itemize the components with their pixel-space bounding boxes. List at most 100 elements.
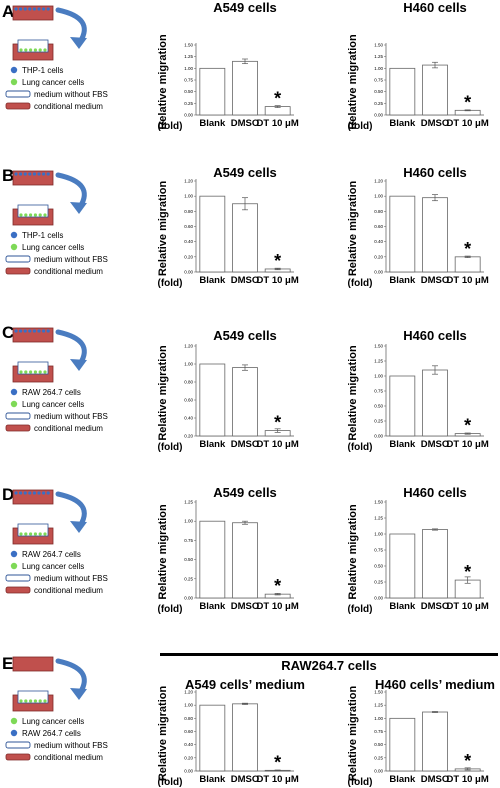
x-tick-label: DMSO xyxy=(231,118,260,129)
curved-arrow-head xyxy=(70,521,87,533)
legend-label-3: medium without FBS xyxy=(34,574,108,583)
y-tick-label: 1.20 xyxy=(184,690,193,695)
upper-well-cell-dot xyxy=(19,329,23,333)
y-tick-label: 0.50 xyxy=(374,742,383,747)
y-tick-label: 0.60 xyxy=(184,729,193,734)
legend-label-1: RAW 264.7 cells xyxy=(22,550,81,559)
bar-1 xyxy=(389,67,416,116)
legend-conditional-swatch xyxy=(5,267,31,275)
bar-2 xyxy=(422,711,448,772)
y-tick-label: 1.00 xyxy=(184,703,193,708)
chart-3: A549 cells Relative migration(fold)0.00 0.… xyxy=(157,165,299,289)
insert-cell-dot xyxy=(19,213,23,217)
insert-cell-dot xyxy=(33,532,38,536)
bar-2 xyxy=(422,369,448,437)
y-tick-label: 0.25 xyxy=(374,101,383,106)
panel-letter-b: B xyxy=(2,166,15,185)
legend-dot-2 xyxy=(10,400,18,408)
bar-2 xyxy=(232,703,258,772)
bar-2 xyxy=(422,529,448,599)
upper-well-cell-dot xyxy=(37,329,41,333)
chart-1: A549 cells Relative migration(fold)0.00 0.… xyxy=(157,0,299,132)
legend-dot-2 xyxy=(10,729,18,737)
x-tick-label: DT 10 μM xyxy=(447,275,489,286)
x-tick-label: DT 10 μM xyxy=(257,118,299,129)
y-tick-label: 0.75 xyxy=(374,548,383,553)
y-axis-unit: (fold) xyxy=(158,121,183,132)
legend-label-3: medium without FBS xyxy=(34,255,108,264)
insert-cell-dot xyxy=(24,213,28,217)
insert-cell-dot xyxy=(19,699,23,703)
y-tick-label: 1.00 xyxy=(374,66,383,71)
upper-well-cell-dot xyxy=(14,172,18,176)
legend-label-2: Lung cancer cells xyxy=(22,78,84,87)
y-tick-label: 0.25 xyxy=(184,101,193,106)
x-tick-label: DMSO xyxy=(421,439,450,450)
x-tick-label: DMSO xyxy=(421,118,450,129)
significance-star: * xyxy=(464,416,471,436)
x-tick-label: Blank xyxy=(389,774,416,785)
insert-cell-dot xyxy=(43,213,47,217)
upper-well-cell-dot xyxy=(19,172,23,176)
chart-title: A549 cells’ medium xyxy=(185,677,305,692)
x-tick-label: DT 10 μM xyxy=(447,118,489,129)
upper-well-cell-dot xyxy=(46,172,50,176)
curved-arrow-head xyxy=(70,202,87,214)
legend-conditional-swatch xyxy=(5,424,31,432)
y-tick-label: 0.75 xyxy=(184,538,193,543)
y-tick-label: 0.40 xyxy=(184,239,193,244)
y-tick-label: 0.50 xyxy=(374,404,383,409)
bar-2 xyxy=(232,367,258,437)
y-axis-label: Relative migration xyxy=(347,34,359,130)
upper-well-cell-dot xyxy=(42,172,46,176)
y-tick-label: 1.50 xyxy=(374,43,383,48)
upper-well-cell-dot xyxy=(19,491,23,495)
legend-label-2: Lung cancer cells xyxy=(22,400,84,409)
legend-label-4: conditional medium xyxy=(34,102,103,111)
y-tick-label: 0.00 xyxy=(184,596,193,601)
insert-cell-dot xyxy=(24,532,28,536)
insert-cell-dot xyxy=(19,532,23,536)
legend-label-4: conditional medium xyxy=(34,586,103,595)
upper-well-cell-dot xyxy=(19,7,23,11)
schematic-panel-e: Lung cancer cells RAW 264.7 cells medium w… xyxy=(5,656,108,762)
upper-well-cell-dot xyxy=(28,491,32,495)
y-tick-label: 1.50 xyxy=(374,690,383,695)
y-tick-label: 1.00 xyxy=(184,362,193,367)
x-tick-label: Blank xyxy=(199,601,226,612)
chart-title: H460 cells xyxy=(403,328,467,343)
bar-1 xyxy=(389,533,416,599)
chart-10: H460 cells’ medium Relative migration(fol… xyxy=(347,677,495,788)
x-tick-label: Blank xyxy=(199,774,226,785)
y-tick-label: 0.50 xyxy=(374,89,383,94)
y-axis-label: Relative migration xyxy=(157,345,169,441)
bar-2 xyxy=(232,522,258,599)
insert-cell-dot xyxy=(29,532,33,536)
y-tick-label: 1.25 xyxy=(184,54,193,59)
legend-dot-2 xyxy=(10,562,18,570)
y-tick-label: 0.80 xyxy=(184,209,193,214)
x-tick-label: DT 10 μM xyxy=(257,275,299,286)
legend-dot-1 xyxy=(10,717,18,725)
chart-title: A549 cells xyxy=(213,485,277,500)
legend-dot-2 xyxy=(10,78,18,86)
legend-dot-1 xyxy=(10,66,18,74)
bar-1 xyxy=(199,195,226,273)
y-tick-label: 0.80 xyxy=(184,716,193,721)
schematic-panel-d: RAW 264.7 cells Lung cancer cells medium w… xyxy=(5,489,108,595)
y-axis-label: Relative migration xyxy=(347,345,359,441)
x-tick-label: Blank xyxy=(389,118,416,129)
y-tick-label: 1.25 xyxy=(374,516,383,521)
insert-cell-dot xyxy=(29,213,33,217)
y-axis-unit: (fold) xyxy=(158,278,183,289)
y-tick-label: 1.50 xyxy=(184,43,193,48)
x-tick-label: DMSO xyxy=(421,275,450,286)
x-tick-label: DT 10 μM xyxy=(447,601,489,612)
y-tick-label: 1.00 xyxy=(184,194,193,199)
bar-1 xyxy=(199,520,226,599)
upper-well-cell-dot xyxy=(46,7,50,11)
chart-8: H460 cells Relative migration (fold)0.00 0.… xyxy=(347,485,489,615)
upper-well-cell-dot xyxy=(23,7,27,11)
legend-dot-1 xyxy=(10,550,18,558)
legend-medium-swatch xyxy=(5,255,31,263)
